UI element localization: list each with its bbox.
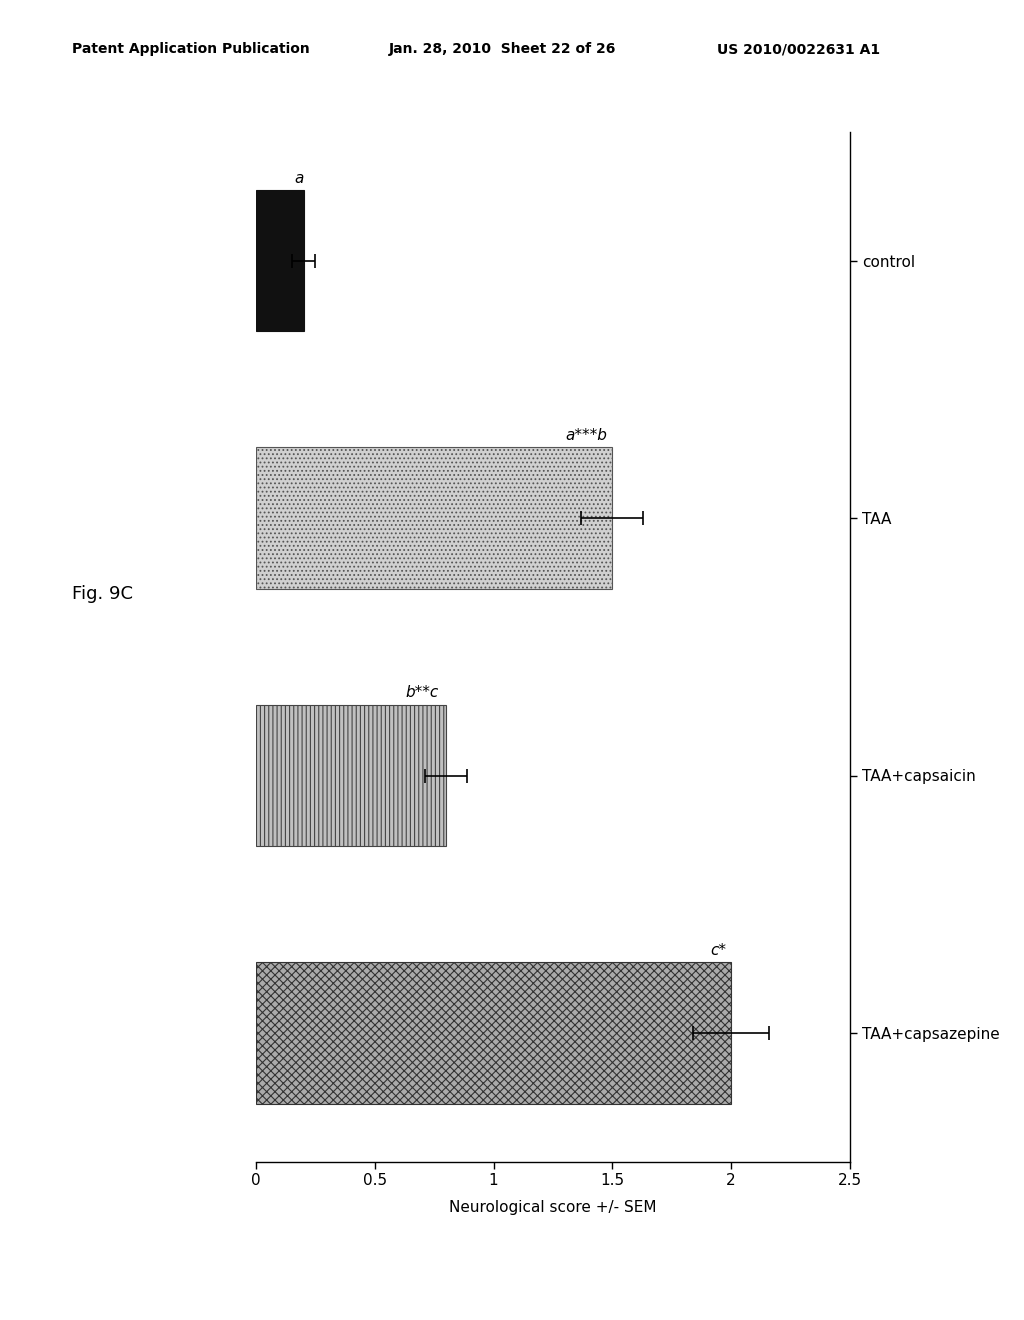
Bar [256, 705, 446, 846]
Text: Fig. 9C: Fig. 9C [72, 585, 133, 603]
Text: c*: c* [711, 942, 726, 958]
Text: b**c: b**c [406, 685, 439, 701]
Bar [256, 962, 731, 1104]
Text: a: a [294, 170, 303, 186]
Text: a***b: a***b [565, 428, 607, 444]
Bar [256, 447, 612, 589]
X-axis label: Neurological score +/- SEM: Neurological score +/- SEM [450, 1200, 656, 1214]
Text: Jan. 28, 2010  Sheet 22 of 26: Jan. 28, 2010 Sheet 22 of 26 [389, 42, 616, 57]
Text: Patent Application Publication: Patent Application Publication [72, 42, 309, 57]
Bar [256, 190, 303, 331]
Text: US 2010/0022631 A1: US 2010/0022631 A1 [717, 42, 880, 57]
